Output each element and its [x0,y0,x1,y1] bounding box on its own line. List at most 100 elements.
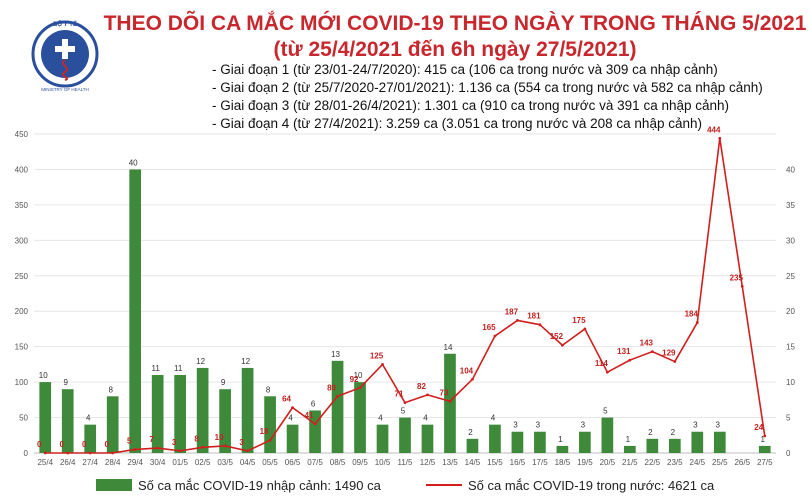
line-value-label: 5 [127,436,132,445]
bar-import [466,438,479,453]
line-value-label: 71 [395,390,404,399]
bar-import [84,424,97,453]
bar-value-label: 2 [468,428,473,437]
phase-note-4: - Giai đoạn 4 (từ 27/4/2021): 3.259 ca (… [212,116,702,131]
line-value-label: 143 [640,339,654,348]
line-value-label: 129 [662,349,676,358]
line-value-label: 184 [685,310,699,319]
bar-value-label: 4 [378,414,383,423]
x-tick-label: 05/5 [262,458,278,467]
bar-value-label: 9 [64,378,69,387]
x-tick-label: 03/5 [217,458,233,467]
bar-value-label: 4 [491,414,496,423]
line-point [201,445,205,449]
bar-import [61,389,74,453]
line-value-label: 0 [37,440,42,449]
x-tick-label: 17/5 [532,458,548,467]
line-point [88,451,92,455]
x-tick-label: 26/4 [60,458,76,467]
line-point [313,422,317,426]
bar-value-label: 12 [196,357,205,366]
bar-import [489,424,501,453]
bar-value-label: 3 [693,421,698,430]
line-point [66,451,70,455]
bar-value-label: 3 [716,421,721,430]
bar-import [331,360,344,453]
bar-value-label: 3 [513,421,518,430]
y-right-tick-label: 10 [786,378,795,387]
legend-label-import: Số ca mắc COVID-19 nhập cảnh: 1490 ca [138,478,382,493]
y-left-tick-label: 250 [15,272,29,281]
x-tick-label: 04/5 [240,458,256,467]
y-left-tick-label: 200 [15,307,29,316]
bar-value-label: 5 [603,407,608,416]
bar-value-label: 10 [39,371,48,380]
x-tick-label: 01/5 [172,458,188,467]
bar-value-label: 40 [129,158,138,167]
line-value-label: 80 [327,383,336,392]
bar-value-label: 14 [444,343,453,352]
x-tick-label: 23/5 [667,458,683,467]
bar-import [758,445,771,453]
x-tick-label: 21/5 [622,458,638,467]
x-tick-label: 09/5 [352,458,368,467]
line-point [605,370,609,374]
line-value-label: 131 [617,347,631,356]
line-point [403,401,407,405]
y-left-tick-label: 0 [24,449,29,458]
bar-import [106,396,119,453]
bar-value-label: 4 [288,414,293,423]
legend-swatch-import [96,479,132,491]
line-point [673,360,677,363]
line-point [448,399,452,403]
line-point [246,449,250,453]
bar-value-label: 2 [648,428,653,437]
bar-value-label: 12 [241,357,250,366]
bar-import [151,375,164,453]
y-right-tick-label: 20 [786,307,795,316]
y-left-tick-label: 50 [19,414,28,423]
y-left-tick-label: 350 [15,201,29,210]
bar-import [174,375,186,453]
svg-text:BỘ Y TẾ: BỘ Y TẾ [53,20,77,28]
line-value-label: 8 [194,434,199,443]
bar-import [39,382,52,453]
x-tick-label: 08/5 [330,458,346,467]
phase-note-1: - Giai đoạn 1 (từ 23/01-24/7/2020): 415 … [212,62,718,77]
y-right-tick-label: 15 [786,343,795,352]
bar-import [399,417,411,453]
line-value-label: 181 [527,312,541,321]
bar-value-label: 8 [266,385,271,394]
bar-value-label: 6 [311,399,316,408]
phase-note-3: - Giai đoạn 3 (từ 28/01-26/4/2021): 1.30… [212,98,730,113]
bar-import [579,431,591,453]
x-tick-label: 22/5 [645,458,661,467]
line-point [358,386,362,390]
bar-value-label: 5 [401,407,406,416]
x-tick-label: 25/4 [37,458,53,467]
x-tick-label: 27/5 [757,458,773,467]
bar-import [534,431,546,453]
legend-label-domestic: Số ca mắc COVID-19 trong nước: 4621 ca [468,478,715,493]
line-value-label: 7 [149,435,154,444]
y-left-tick-label: 450 [15,130,29,139]
line-value-label: 3 [239,438,244,447]
line-value-label: 82 [417,382,426,391]
x-tick-label: 20/5 [600,458,616,467]
bar-import [668,438,681,453]
bar-value-label: 9 [221,378,226,387]
line-value-label: 3 [172,438,177,447]
bar-import [376,424,389,453]
bar-import [264,396,276,453]
line-value-label: 10 [215,433,224,442]
line-value-label: 187 [505,307,519,316]
x-tick-label: 18/5 [555,458,571,467]
bar-import [556,445,569,453]
bar-value-label: 10 [354,371,363,380]
x-tick-label: 19/5 [577,458,593,467]
x-tick-label: 06/5 [285,458,301,467]
x-tick-label: 12/5 [420,458,436,467]
line-value-label: 18 [260,427,269,436]
line-value-label: 0 [60,440,65,449]
line-point [178,449,182,453]
